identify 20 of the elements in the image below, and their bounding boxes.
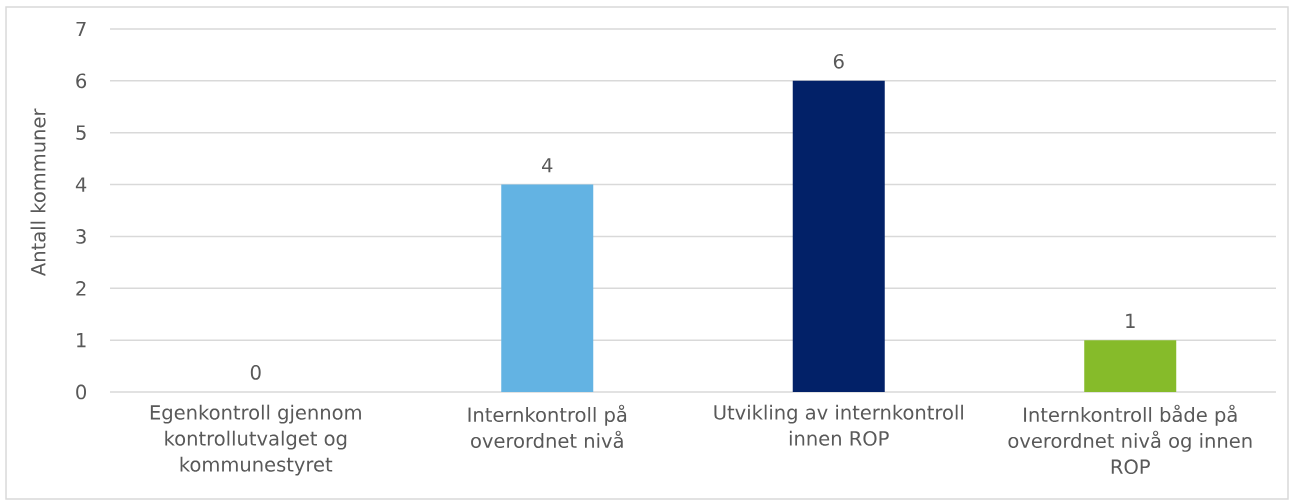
data-label: 4	[542, 158, 553, 173]
x-tick-label: Internkontroll på overordnet nivå	[468, 404, 627, 449]
data-label: 0	[250, 365, 261, 380]
bar	[1084, 340, 1177, 392]
y-tick-label: 7	[76, 21, 86, 37]
bar	[792, 80, 885, 392]
data-label: 6	[833, 53, 844, 69]
y-tick-label: 5	[76, 125, 86, 140]
data-label: 1	[1126, 313, 1135, 328]
y-tick-label: 3	[76, 229, 86, 244]
bar	[501, 184, 594, 392]
y-tick-label: 1	[77, 333, 86, 348]
y-axis-title: Antall kommuner	[30, 108, 46, 276]
x-tick-label: Egenkontroll gjennom kontrollutvalget og kommunestyret	[150, 404, 361, 476]
y-tick-label: 0	[76, 384, 87, 400]
y-tick-label: 6	[76, 73, 87, 89]
x-tick-label: Internkontroll både på overordnet nivå og innen ROP	[1008, 404, 1252, 475]
y-tick-label: 2	[76, 281, 86, 296]
x-tick-label: Utvikling av internkontroll innen ROP	[714, 404, 963, 446]
y-tick-label: 4	[75, 177, 87, 192]
